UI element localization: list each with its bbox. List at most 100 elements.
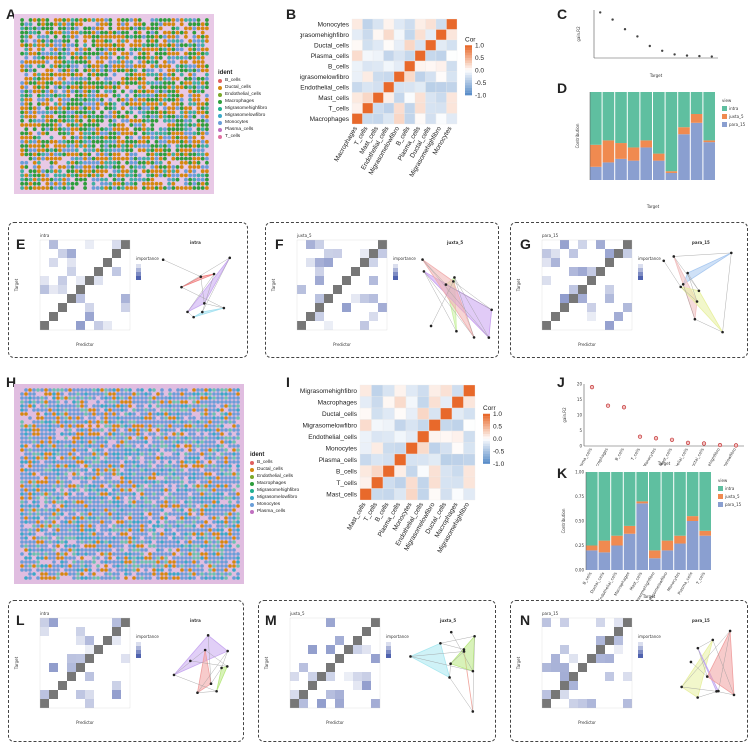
spot	[192, 408, 196, 412]
colorbar-tick: 0.0	[493, 436, 502, 443]
spot	[133, 106, 138, 111]
spot	[76, 460, 80, 464]
spot	[52, 488, 56, 492]
spot	[64, 432, 68, 436]
spot	[72, 552, 76, 556]
spot	[120, 568, 124, 572]
spot	[24, 528, 28, 532]
spot	[176, 412, 180, 416]
legend-label: B_cells	[257, 460, 273, 465]
spot	[112, 528, 116, 532]
spot	[121, 186, 125, 190]
spot	[24, 504, 28, 508]
importance-cell	[351, 267, 360, 276]
spot	[108, 424, 112, 428]
spot	[37, 26, 41, 31]
spot	[91, 18, 96, 22]
spot	[188, 169, 192, 174]
spot	[150, 93, 155, 98]
heat-cell	[417, 442, 430, 455]
spot	[52, 388, 56, 392]
spot	[150, 43, 155, 48]
spot	[200, 110, 205, 115]
heat-cell	[440, 453, 453, 466]
spot	[52, 548, 56, 552]
spot	[133, 22, 138, 27]
spot	[212, 568, 216, 572]
importance-cell	[623, 258, 632, 267]
spot	[146, 102, 150, 106]
spot	[24, 106, 29, 111]
spot	[20, 26, 24, 31]
spot	[104, 420, 108, 424]
spot	[154, 43, 159, 48]
spot	[72, 424, 76, 428]
spot	[200, 556, 204, 560]
spot	[150, 47, 155, 52]
spot	[100, 528, 104, 532]
importance-cell	[58, 312, 67, 321]
importance-cell	[67, 618, 76, 627]
spot	[95, 60, 100, 64]
spot	[220, 496, 224, 500]
legend-label: Monocytes	[257, 502, 281, 507]
spot	[220, 416, 224, 420]
spot	[152, 488, 156, 492]
spot	[129, 76, 134, 81]
spot	[87, 102, 92, 106]
spot	[112, 536, 116, 540]
spot	[40, 536, 44, 540]
heat-cell	[428, 384, 441, 397]
spot	[124, 492, 128, 496]
spot	[104, 536, 108, 540]
spot	[36, 544, 40, 548]
spot	[104, 135, 108, 140]
spot	[80, 556, 84, 560]
spot	[188, 93, 192, 98]
spot	[192, 484, 196, 488]
spot	[116, 428, 120, 432]
spot	[136, 408, 140, 412]
spot	[64, 516, 68, 520]
spot	[74, 51, 79, 56]
spot	[200, 488, 204, 492]
spot	[91, 51, 96, 56]
spot	[128, 396, 132, 400]
spot	[216, 476, 220, 480]
importance-legend-step	[136, 654, 141, 658]
importance-cell	[49, 258, 58, 267]
spot	[184, 548, 188, 552]
spot	[205, 39, 209, 43]
spot	[124, 392, 128, 396]
spot	[112, 60, 117, 64]
spot	[142, 156, 146, 161]
spot	[154, 51, 159, 56]
spot	[228, 512, 232, 516]
spot	[148, 552, 152, 556]
spot	[171, 85, 176, 90]
spot	[74, 181, 79, 186]
spot	[87, 156, 92, 161]
spot	[236, 436, 240, 440]
row-label: Endothelial_cells	[300, 84, 350, 91]
spot	[88, 472, 92, 476]
spot	[28, 51, 33, 56]
spot	[167, 160, 171, 165]
spot	[45, 186, 50, 190]
spot	[20, 456, 24, 460]
bar-segment	[615, 92, 627, 144]
spot	[40, 508, 44, 512]
spot	[176, 520, 180, 524]
heat-cell	[383, 71, 395, 83]
spot	[28, 97, 33, 102]
spot	[120, 396, 124, 400]
spot	[58, 39, 62, 43]
spot	[87, 85, 92, 90]
spot	[112, 576, 116, 580]
importance-cell	[85, 672, 94, 681]
spot	[146, 97, 150, 102]
spot	[188, 152, 192, 157]
spot	[62, 64, 66, 69]
spot	[58, 85, 62, 90]
spot	[24, 428, 28, 432]
